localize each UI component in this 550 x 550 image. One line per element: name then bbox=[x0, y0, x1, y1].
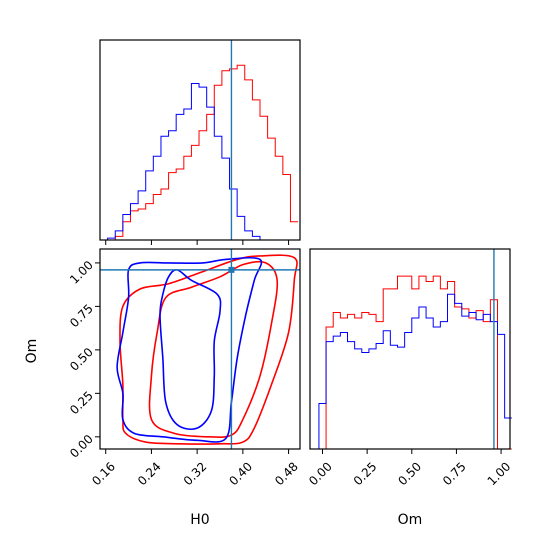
x-tick-label: 0.48 bbox=[272, 459, 301, 488]
joint-frame bbox=[99, 248, 301, 450]
H0-Om-joint-panel: 0.16 0.24 0.32 0.40 0.48 0.00 0.25 0.50 0.75 1.00… bbox=[24, 248, 301, 528]
x-tick-label: 0.50 bbox=[395, 459, 424, 488]
Om-marginal-ticks: 0.00 0.25 0.50 0.75 1.00 bbox=[306, 449, 513, 488]
Om-histogram-red bbox=[311, 275, 512, 450]
x-tick-label: 0.16 bbox=[89, 459, 118, 488]
Om-marginal-frame bbox=[309, 248, 511, 450]
H0-histogram-red bbox=[100, 64, 299, 241]
H0-marginal-panel bbox=[99, 39, 301, 245]
H0-histogram-blue bbox=[100, 82, 299, 241]
joint-ticks: 0.16 0.24 0.32 0.40 0.48 0.00 0.25 0.50 0.75 1.00 bbox=[67, 258, 301, 488]
y-axis-label-Om: Om bbox=[24, 339, 40, 364]
y-tick-label: 0.00 bbox=[67, 432, 96, 461]
x-tick-label: 0.75 bbox=[440, 459, 469, 488]
contour-red-outer bbox=[119, 254, 298, 445]
y-tick-label: 0.25 bbox=[67, 388, 96, 417]
x-tick-label: 0.40 bbox=[226, 459, 255, 488]
truth-marker bbox=[228, 266, 235, 273]
y-tick-label: 0.75 bbox=[67, 301, 96, 330]
x-axis-label-H0: H0 bbox=[190, 512, 209, 528]
Om-histogram-blue bbox=[311, 293, 512, 450]
y-tick-label: 1.00 bbox=[67, 258, 96, 287]
x-tick-label: 0.00 bbox=[306, 459, 335, 488]
x-tick-label: 0.25 bbox=[351, 459, 380, 488]
joint-contours bbox=[100, 249, 300, 449]
x-tick-label: 0.24 bbox=[135, 459, 164, 488]
H0-marginal-ticks bbox=[105, 240, 290, 245]
Om-marginal-panel: 0.00 0.25 0.50 0.75 1.00 Om bbox=[306, 248, 513, 528]
y-tick-label: 0.50 bbox=[67, 345, 96, 374]
contour-blue-outer bbox=[116, 256, 263, 443]
x-axis-label-Om: Om bbox=[398, 512, 423, 528]
x-tick-label: 0.32 bbox=[181, 459, 210, 488]
contour-blue-inner bbox=[159, 269, 222, 430]
H0-histograms bbox=[100, 40, 299, 241]
Om-histograms bbox=[311, 249, 512, 450]
x-tick-label: 1.00 bbox=[485, 459, 514, 488]
H0-marginal-frame bbox=[99, 39, 301, 241]
